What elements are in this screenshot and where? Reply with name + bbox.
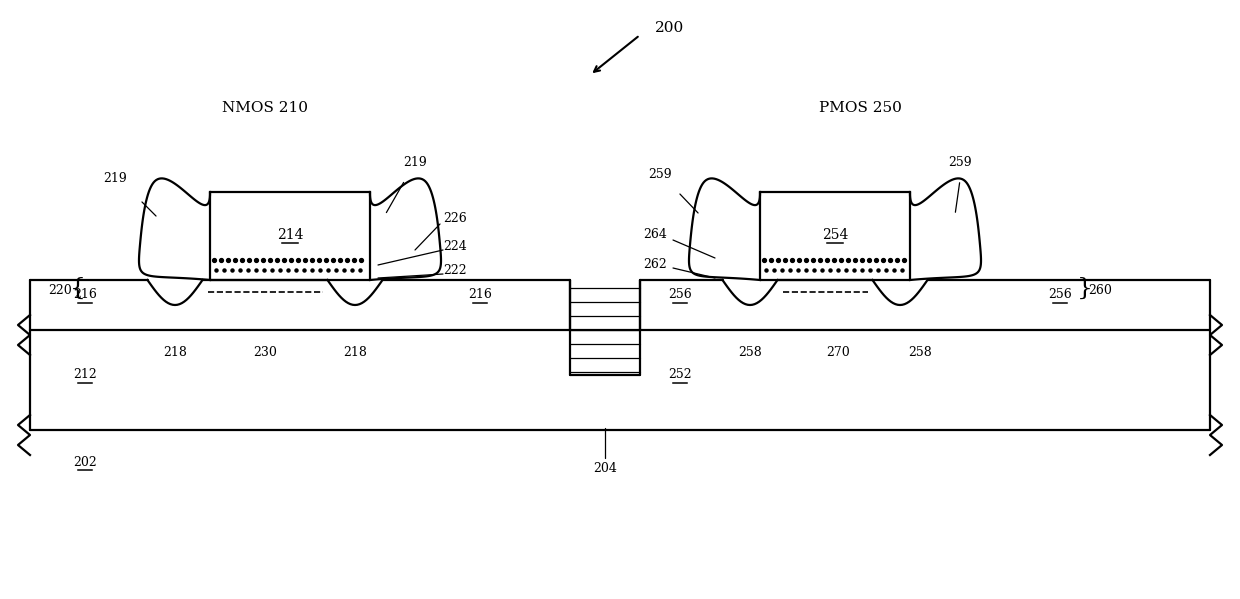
Text: 254: 254 xyxy=(822,228,848,242)
Text: 216: 216 xyxy=(467,289,492,301)
Text: 216: 216 xyxy=(73,289,97,301)
Text: {: { xyxy=(71,277,86,300)
Text: 260: 260 xyxy=(1087,283,1112,297)
Text: }: } xyxy=(1078,277,1092,300)
Text: 220: 220 xyxy=(48,283,72,297)
Text: 258: 258 xyxy=(908,346,932,358)
Text: 219: 219 xyxy=(103,171,126,184)
Text: 259: 259 xyxy=(649,168,672,181)
Text: 256: 256 xyxy=(668,289,692,301)
Text: 212: 212 xyxy=(73,368,97,382)
Text: 258: 258 xyxy=(738,346,761,358)
Text: 270: 270 xyxy=(826,346,849,358)
Text: 252: 252 xyxy=(668,368,692,382)
Text: 262: 262 xyxy=(644,259,667,271)
Text: 224: 224 xyxy=(443,240,467,253)
Text: 264: 264 xyxy=(644,228,667,241)
Text: 218: 218 xyxy=(343,346,367,358)
Text: 214: 214 xyxy=(277,228,304,242)
Text: 202: 202 xyxy=(73,455,97,468)
Text: 218: 218 xyxy=(164,346,187,358)
Text: 256: 256 xyxy=(1048,289,1071,301)
Text: 200: 200 xyxy=(656,21,684,35)
Text: 222: 222 xyxy=(443,264,466,277)
Text: 230: 230 xyxy=(253,346,277,358)
Text: 259: 259 xyxy=(949,156,972,170)
Text: 226: 226 xyxy=(443,211,467,225)
Text: NMOS 210: NMOS 210 xyxy=(222,101,308,115)
Text: 219: 219 xyxy=(403,156,427,170)
Text: PMOS 250: PMOS 250 xyxy=(818,101,901,115)
Text: 204: 204 xyxy=(593,461,618,474)
